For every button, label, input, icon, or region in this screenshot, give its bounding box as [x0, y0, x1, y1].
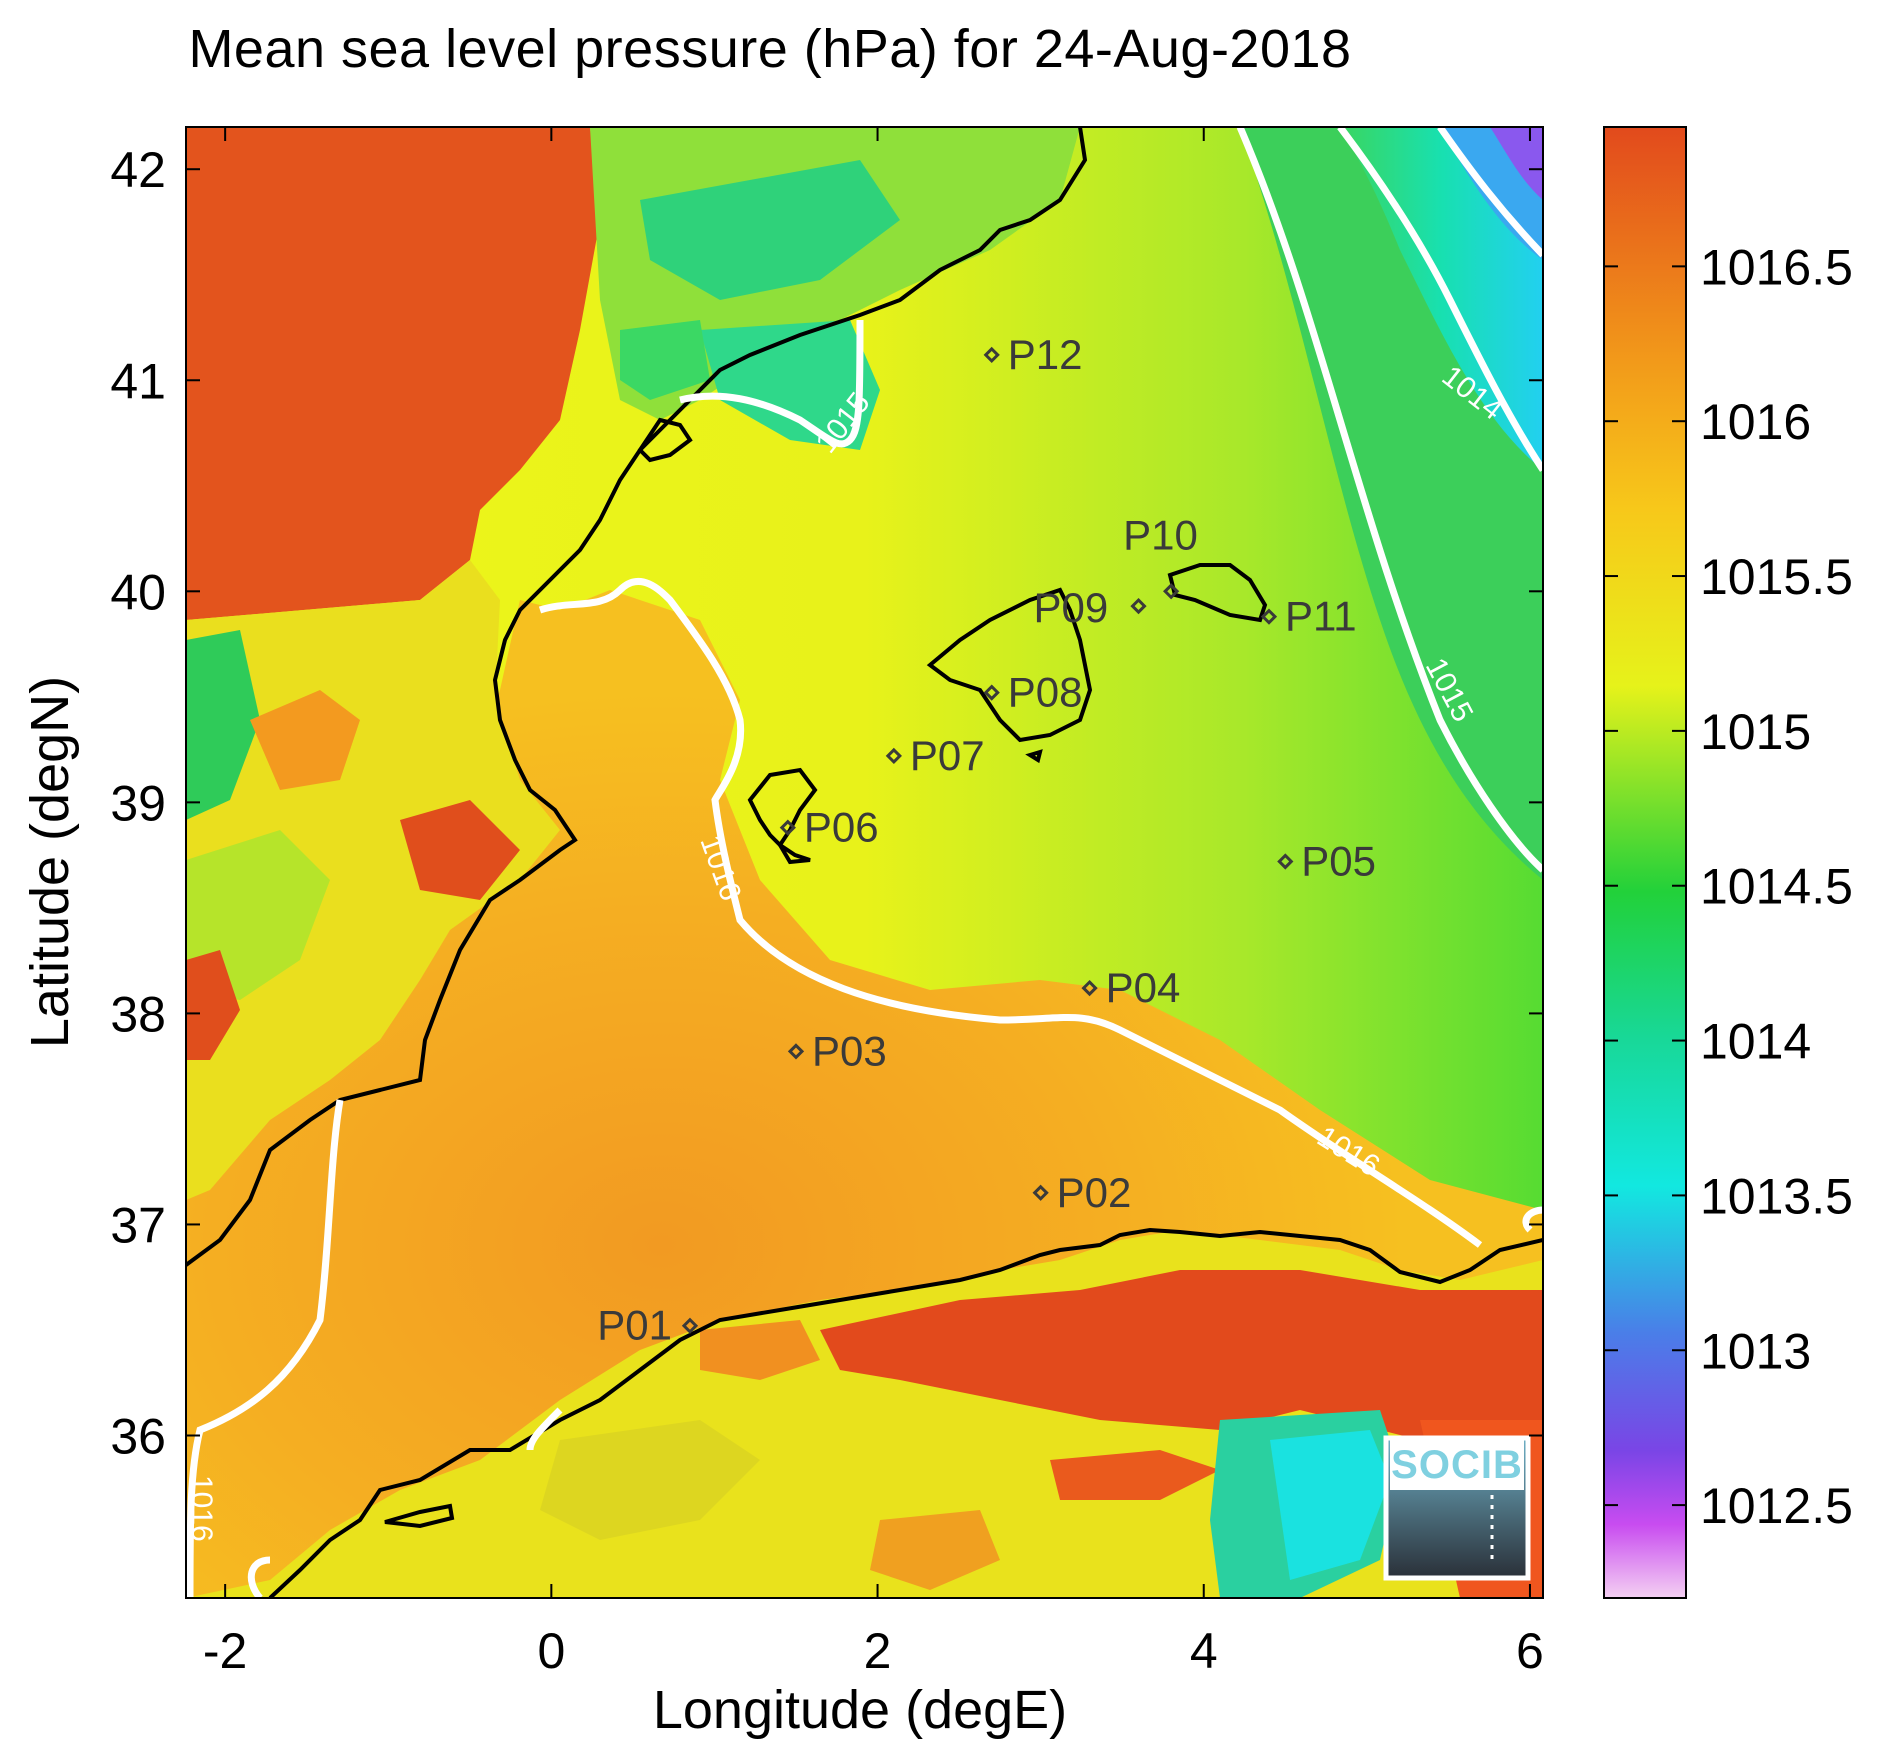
- colorbar-tick-label: 1013.5: [1700, 1168, 1853, 1224]
- colorbar-scale: [1603, 126, 1687, 1599]
- station-label-p02: P02: [1057, 1169, 1132, 1216]
- y-tick-label: 42: [110, 142, 166, 198]
- station-label-p04: P04: [1106, 964, 1181, 1011]
- y-tick-label: 38: [110, 986, 166, 1042]
- station-marker-p08: [983, 684, 1000, 701]
- colorbar-tick-label: 1016: [1700, 394, 1811, 450]
- station-marker-p06: [779, 819, 796, 836]
- x-tick-label: 0: [537, 1623, 565, 1679]
- coastline: [186, 127, 1543, 1598]
- x-axis-ticks: -2 0 2 4 6: [203, 127, 1544, 1679]
- station-label-p01: P01: [597, 1302, 672, 1349]
- y-tick-label: 40: [110, 564, 166, 620]
- y-axis-label: Latitude (degN): [20, 676, 80, 1048]
- station-label-p08: P08: [1008, 669, 1083, 716]
- x-tick-label: 4: [1190, 1623, 1218, 1679]
- colorbar-tick-label: 1012.5: [1700, 1478, 1853, 1534]
- station-label-p10: P10: [1123, 511, 1198, 558]
- y-tick-label: 36: [110, 1408, 166, 1464]
- station-marker-p02: [1032, 1184, 1049, 1201]
- y-tick-label: 37: [110, 1197, 166, 1253]
- stations-layer: P01 P02 P03 P04 P05 P06 P07 P08 P09 P10 P11 P12: [597, 331, 1376, 1349]
- colorbar: 1016.5 1016 1015.5 1015 1014.5 1014 1013.5 1013…: [1603, 126, 1853, 1599]
- station-label-p07: P07: [910, 732, 985, 779]
- contour-label-1016-west: 1016: [185, 1475, 218, 1542]
- isobars: [186, 127, 1543, 1598]
- colorbar-tick-label: 1014: [1700, 1014, 1811, 1070]
- colorbar-tick-label: 1014.5: [1700, 859, 1853, 915]
- station-label-p09: P09: [1034, 584, 1109, 631]
- station-label-p12: P12: [1008, 331, 1083, 378]
- station-label-p05: P05: [1301, 837, 1376, 884]
- y-tick-label: 39: [110, 775, 166, 831]
- station-marker-p05: [1277, 853, 1294, 870]
- station-label-p03: P03: [812, 1027, 887, 1074]
- x-tick-label: 2: [864, 1623, 892, 1679]
- colorbar-tick-label: 1013: [1700, 1323, 1811, 1379]
- colorbar-tick-label: 1015: [1700, 704, 1811, 760]
- y-tick-label: 41: [110, 353, 166, 409]
- x-tick-label: -2: [203, 1623, 247, 1679]
- pressure-field: [186, 127, 1543, 1598]
- station-marker-p10: [1163, 583, 1180, 600]
- station-label-p06: P06: [804, 804, 879, 851]
- colorbar-tick-label: 1016.5: [1700, 239, 1853, 295]
- map-title: Mean sea level pressure (hPa) for 24-Aug…: [188, 19, 1352, 79]
- x-tick-label: 6: [1516, 1623, 1544, 1679]
- socib-logo: SOCIB: [1383, 1435, 1531, 1581]
- colorbar-tick-label: 1015.5: [1700, 549, 1853, 605]
- logo-text: SOCIB: [1391, 1443, 1523, 1487]
- y-axis-ticks: 42 41 40 39 38 37 36: [110, 142, 1543, 1464]
- station-marker-p09: [1130, 597, 1147, 615]
- station-marker-p03: [787, 1043, 805, 1060]
- station-label-p11: P11: [1285, 593, 1357, 640]
- colorbar-ticks: 1016.5 1016 1015.5 1015 1014.5 1014 1013.5 1013…: [1604, 239, 1853, 1534]
- station-marker-p01: [681, 1317, 699, 1334]
- x-axis-label: Longitude (degE): [653, 1680, 1067, 1740]
- plot-frame: [185, 126, 1544, 1599]
- station-marker-p11: [1260, 608, 1278, 625]
- station-marker-p12: [983, 346, 1000, 364]
- station-marker-p07: [885, 747, 902, 765]
- station-marker-p04: [1081, 979, 1098, 997]
